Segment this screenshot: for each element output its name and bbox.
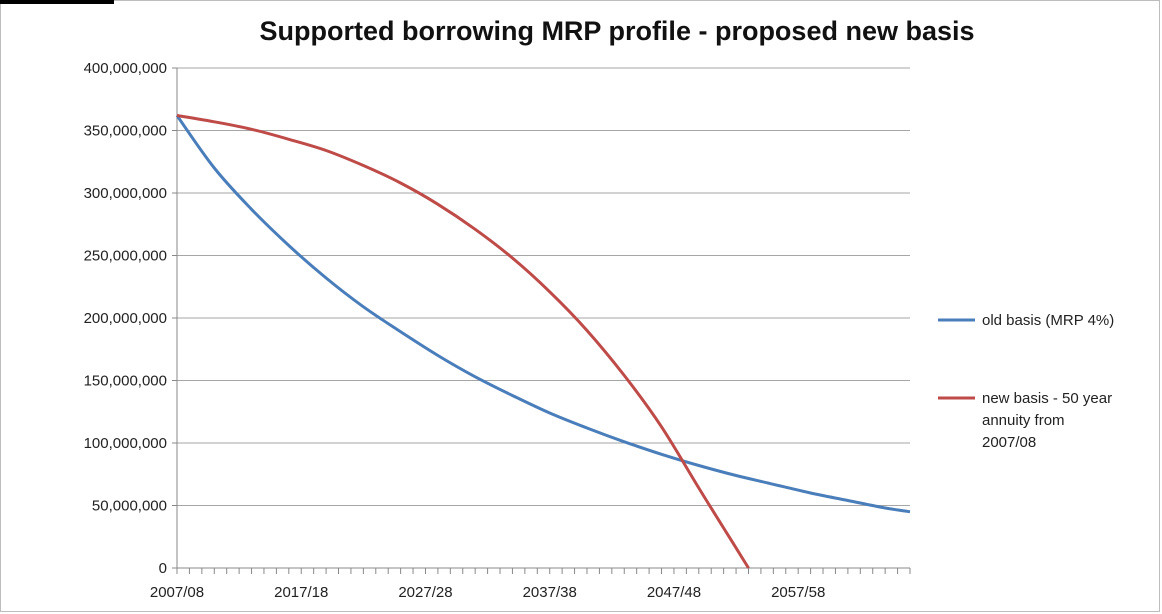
y-tick-labels: 0 50,000,000 100,000,000 150,000,000 200,000… [84,60,167,577]
x-tick-label: 2007/08 [150,584,204,601]
y-tick-label: 0 [159,560,167,577]
top-black-bar [0,0,114,4]
legend-label: new basis - 50 year annuity from 2007/08 [982,390,1112,451]
legend: old basis (MRP 4%) new basis - 50 year ann… [938,312,1114,451]
y-tick-label: 100,000,000 [84,435,167,452]
x-tick-label: 2037/38 [523,584,577,601]
x-tick-label: 2047/48 [647,584,701,601]
x-tick-label: 2027/28 [398,584,452,601]
y-tick-label: 400,000,000 [84,60,167,77]
x-tick-labels: 2007/08 2017/18 2027/28 2037/38 2047/48 2057/… [150,584,825,601]
series-line-old-basis [175,114,911,514]
x-tick-label: 2057/58 [771,584,825,601]
y-tick-label: 200,000,000 [84,310,167,327]
y-tick-label: 50,000,000 [92,498,167,515]
y-tick-label: 300,000,000 [84,185,167,202]
series-lines [175,114,911,569]
axes [172,67,911,574]
y-tick-label: 350,000,000 [84,123,167,140]
legend-label: old basis (MRP 4%) [982,312,1114,329]
x-tick-label: 2017/18 [274,584,328,601]
y-tick-label: 250,000,000 [84,248,167,265]
chart-title: Supported borrowing MRP profile - propos… [259,16,975,46]
series-line-new-basis [176,114,750,569]
y-tick-label: 150,000,000 [84,373,167,390]
